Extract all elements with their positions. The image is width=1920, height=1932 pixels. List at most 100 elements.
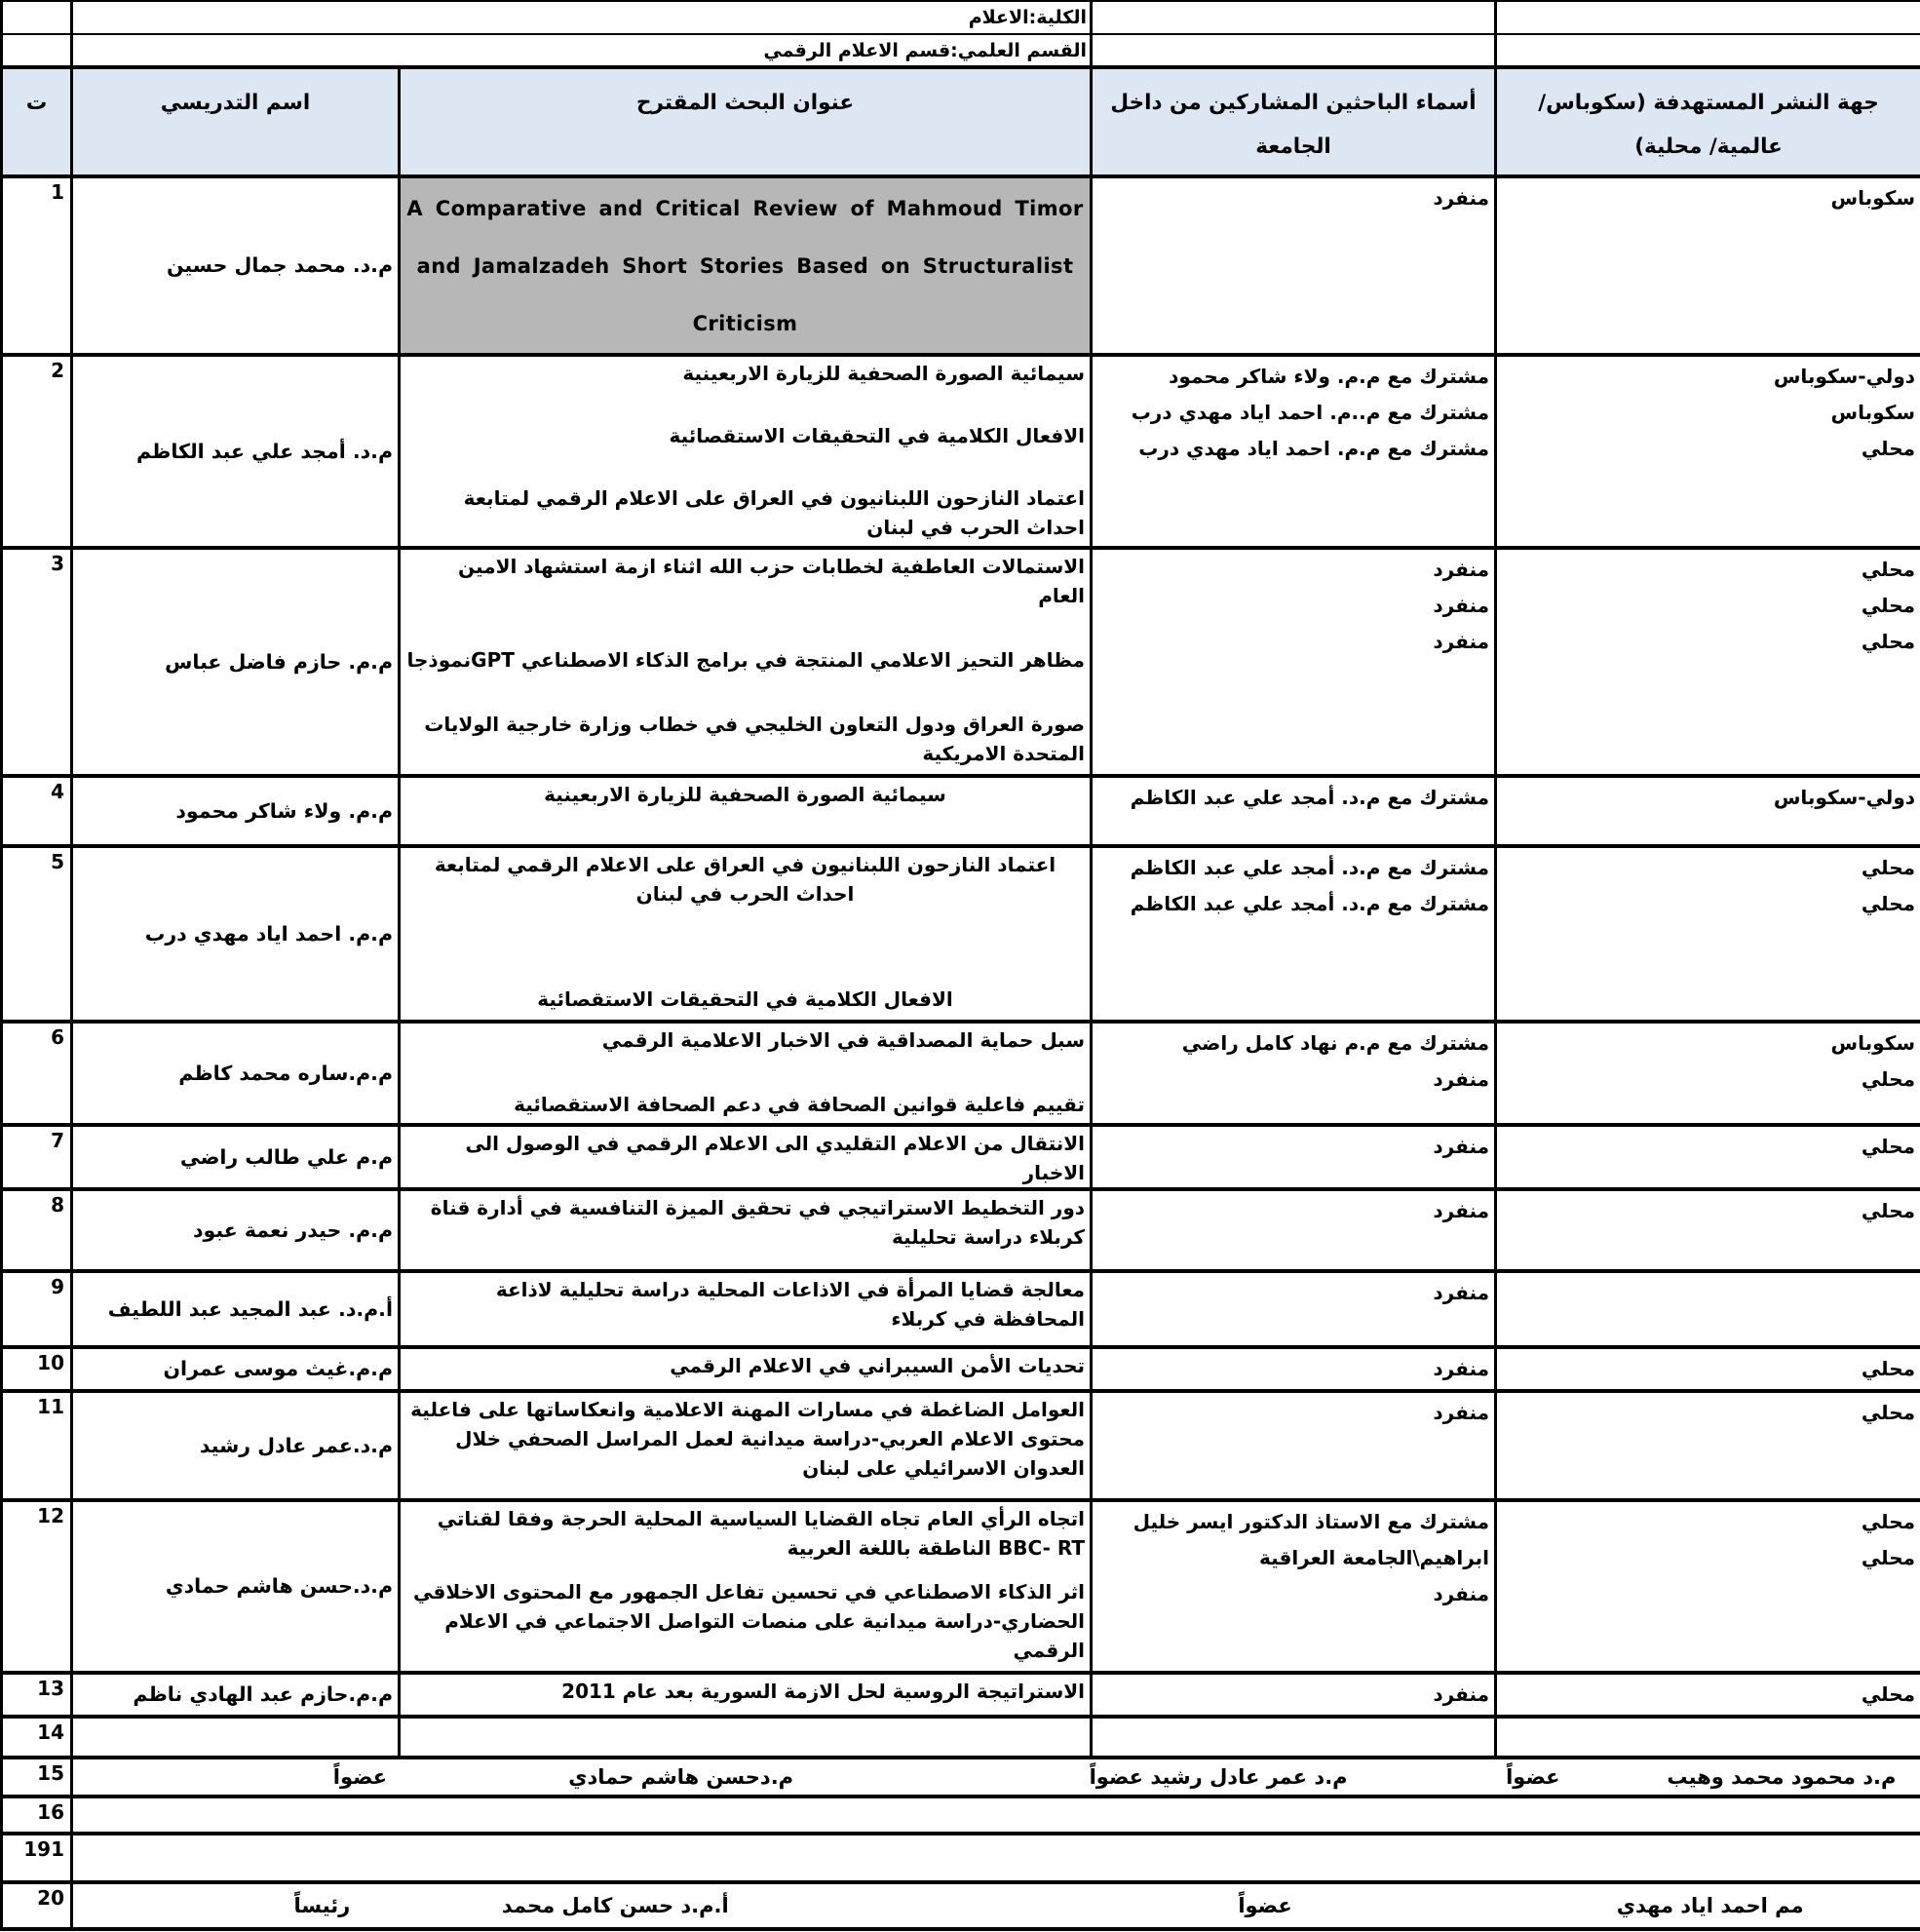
instructor-cell: م.م. حازم فاضل عباس [70,546,401,778]
title-line: الاستمالات العاطفية لخطابات حزب الله اثن… [458,555,1086,607]
venue-line: دولي-سكوباس [1773,786,1916,809]
venue-cell: سكوباس محلي [1494,1020,1920,1127]
researcher-line: مشترك مع م.د. أمجد علي عبد الكاظم [1130,856,1490,879]
row-number-cell: 6 [0,1020,73,1127]
venue-line: محلي [1861,1682,1916,1706]
researcher-line: مشترك مع م..م. احمد اياد مهدي درب [1131,401,1490,424]
column-header-venue: جهة النشر المستهدفة (سكوباس/ عالمية/ محل… [1494,65,1920,178]
researchers-cell [1090,1715,1498,1759]
department-label: القسم العلمي:قسم الاعلام الرقمي [69,33,1094,68]
table-row: 3 م.م. حازم فاضل عباس الاستمالات العاطفية … [0,546,1920,778]
table-header-row: ت اسم التدريسي عنوان البحث المقترح أسماء… [0,65,1920,178]
title-cell: اعتماد النازحون اللبنانيون في العراق على… [397,844,1094,1024]
title-line: سيمائية الصورة الصحفية للزيارة الاربعيني… [544,783,946,806]
venue-line: محلي [1861,437,1916,460]
title-lines: اعتماد النازحون اللبنانيون في العراق على… [405,850,1085,1014]
title-lines: العوامل الضاغطة في مسارات المهنة الاعلام… [405,1395,1085,1492]
row-number-cell: 10 [0,1345,73,1393]
row-number-cell: 2 [0,353,73,550]
researcher-line: منفرد [1433,186,1490,210]
title-line: الانتقال من الاعلام التقليدي الى الاعلام… [465,1132,1086,1184]
table-row: 5 م.م. احمد اياد مهدي درب اعتماد النازحون … [0,844,1920,1024]
empty-cell [1494,0,1920,35]
title-cell: دور التخطيط الاستراتيجي في تحقيق الميزة … [397,1187,1094,1273]
college-label: الكلية:الاعلام [69,0,1094,35]
title-cell: العوامل الضاغطة في مسارات المهنة الاعلام… [397,1389,1094,1502]
row-number-cell: 16 [0,1795,73,1835]
venue-cell: محلي [1494,1389,1920,1502]
title-line: تحديات الأمن السيبراني في الاعلام الرقمي [670,1354,1086,1377]
researcher-line: منفرد [1433,594,1490,617]
researchers-cell: منفرد [1090,1187,1498,1273]
signature-cell [69,1795,1920,1835]
title-line: تقييم فاعلية قوانين الصحافة في دعم الصحا… [514,1093,1086,1116]
title-line: اثر الذكاء الاصطناعي في تحسين تفاعل الجم… [413,1580,1086,1662]
title-lines: A Comparative and Critical Review of Mah… [405,180,1085,346]
signature-item: م.د محمود محمد وهيب [1667,1765,1897,1789]
researchers-cell: مشترك مع م.م. ولاء شاكر محمود مشترك مع م.… [1090,353,1498,550]
empty-cell [1494,33,1920,68]
row-number-cell: 12 [0,1498,73,1675]
researcher-line: منفرد [1433,1135,1490,1158]
instructor-cell: أ.م.د. عبد المجيد عبد اللطيف [70,1269,401,1349]
row-number-cell: 191 [0,1832,73,1884]
title-line: دور التخطيط الاستراتيجي في تحقيق الميزة … [430,1196,1086,1249]
researchers-cell: منفرد [1090,1671,1498,1719]
title-cell: الاستراتيجة الروسية لحل الازمة السورية ب… [397,1671,1094,1719]
venue-line: محلي [1861,892,1916,915]
title-lines: تحديات الأمن السيبراني في الاعلام الرقمي [405,1351,1085,1377]
researcher-line: مشترك مع م.م نهاد كامل راضي [1181,1031,1490,1055]
title-lines: اتجاه الرأي العام تجاه القضايا السياسية … [405,1504,1085,1665]
title-lines: سبل حماية المصداقية في الاخبار الاعلامية… [405,1025,1085,1119]
signature-cell [69,1832,1920,1884]
row-number-cell: 9 [0,1269,73,1349]
researcher-line: منفرد [1433,1582,1490,1605]
title-line: اتجاه الرأي العام تجاه القضايا السياسية … [437,1507,1086,1560]
venue-cell: محلي محلي [1494,844,1920,1024]
researcher-line: مشترك مع م.م. احمد اياد مهدي درب [1138,437,1490,460]
venue-cell: محلي [1494,1123,1920,1191]
researcher-line: منفرد [1433,1281,1490,1304]
title-lines: سيمائية الصورة الصحفية للزيارة الاربعيني… [405,359,1085,542]
signature-item: رئيساً [293,1894,351,1917]
venue-cell: محلي [1494,1345,1920,1393]
title-cell: الانتقال من الاعلام التقليدي الى الاعلام… [397,1123,1094,1191]
title-cell: معالجة قضايا المرأة في الاذاعات المحلية … [397,1269,1094,1349]
venue-line: سكوباس [1830,1031,1916,1055]
signature-item: أ.م.د حسن كامل محمد [501,1894,729,1917]
title-line: مظاهر التحيز الاعلامي المنتجة في برامج ا… [406,648,1086,672]
signature-item: عضواً [1506,1765,1560,1789]
signature-item: مم احمد اياد مهدي [1616,1894,1804,1917]
row-number-cell: 4 [0,774,73,848]
row-number-cell: 15 [0,1756,73,1798]
venue-line: محلي [1861,1401,1916,1424]
table-row: 14 [0,1715,1920,1759]
title-line: الاستراتيجة الروسية لحل الازمة السورية ب… [561,1680,1086,1703]
corner-cell [0,0,73,35]
researcher-line: منفرد [1433,558,1490,581]
venue-line: سكوباس [1830,186,1916,210]
researchers-cell: منفرد [1090,1389,1498,1502]
empty-cell [1090,33,1498,68]
table-row: 13 م.م.حازم عبد الهادي ناظم الاستراتيجة ال… [0,1671,1920,1719]
instructor-cell: م.م.غيث موسى عمران [70,1345,401,1393]
researchers-cell: مشترك مع م.م نهاد كامل راضي منفرد [1090,1020,1498,1127]
title-cell: تحديات الأمن السيبراني في الاعلام الرقمي [397,1345,1094,1393]
department-row: القسم العلمي:قسم الاعلام الرقمي [0,33,1920,68]
venue-cell: دولي-سكوباس سكوباس محلي [1494,353,1920,550]
title-line: معالجة قضايا المرأة في الاذاعات المحلية … [495,1278,1086,1331]
venue-cell: دولي-سكوباس [1494,774,1920,848]
table-row: 1 م.د. محمد جمال حسين A Comparative and Cr… [0,174,1920,357]
venue-line: محلي [1861,1510,1916,1533]
venue-line: محلي [1861,1067,1916,1091]
row-number-cell: 11 [0,1389,73,1502]
title-line: سبل حماية المصداقية في الاخبار الاعلامية… [601,1028,1086,1052]
table-row: 11 م.د.عمر عادل رشيد العوامل الضاغطة في مس… [0,1389,1920,1502]
venue-cell: محلي [1494,1187,1920,1273]
row-number-cell: 8 [0,1187,73,1273]
title-cell: الاستمالات العاطفية لخطابات حزب الله اثن… [397,546,1094,778]
signature-item: م.دحسن هاشم حمادي [568,1765,794,1789]
instructor-cell: م.د. أمجد علي عبد الكاظم [70,353,401,550]
signature-item: م.د عمر عادل رشيد عضواً [1089,1765,1348,1789]
row-number-cell: 3 [0,546,73,778]
